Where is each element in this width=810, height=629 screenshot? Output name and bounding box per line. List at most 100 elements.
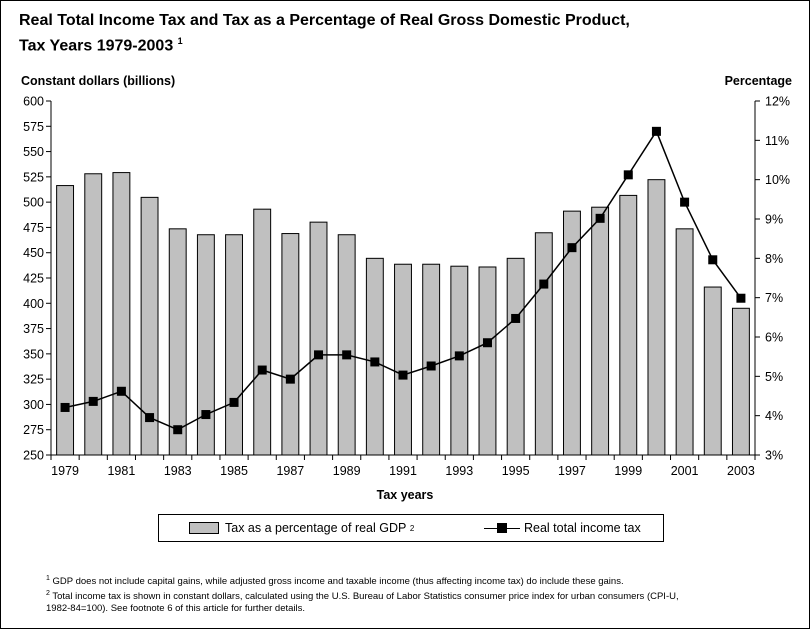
right-tick-label-12: 12% (765, 95, 790, 109)
line-point-1981 (116, 386, 126, 396)
footnote-2: 2 Total income tax is shown in constant … (46, 588, 786, 615)
right-tick-label-10: 10% (765, 173, 790, 187)
x-tick-label-1981: 1981 (107, 464, 135, 478)
left-axis-title: Constant dollars (billions) (21, 74, 176, 88)
footnote-1: 1 GDP does not include capital gains, wh… (46, 573, 786, 588)
line-point-1989 (342, 350, 352, 360)
bar-1994 (478, 266, 497, 456)
line-point-1980 (88, 396, 98, 406)
bar-1992 (422, 263, 441, 456)
x-axis-title: Tax years (0, 488, 810, 502)
x-tick-label-1979: 1979 (51, 464, 79, 478)
left-tick-label-350: 350 (23, 347, 44, 361)
line-point-2001 (680, 197, 690, 207)
right-tick-label-3: 3% (765, 449, 783, 463)
left-tick-label-575: 575 (23, 120, 44, 134)
right-tick-label-8: 8% (765, 252, 783, 266)
left-tick-label-300: 300 (23, 398, 44, 412)
line-point-1982 (145, 413, 155, 423)
x-tick-label-1987: 1987 (276, 464, 304, 478)
line-point-2003 (736, 293, 746, 303)
left-tick-label-275: 275 (23, 423, 44, 437)
x-tick-label-1989: 1989 (333, 464, 361, 478)
x-tick-label-1997: 1997 (558, 464, 586, 478)
footnote-1-text: GDP does not include capital gains, whil… (52, 576, 624, 588)
left-tick-label-325: 325 (23, 373, 44, 387)
legend-bar-swatch (189, 522, 219, 534)
bar-1996 (534, 232, 553, 456)
bar-2001 (675, 228, 694, 456)
right-tick-label-4: 4% (765, 409, 783, 423)
title-note-marker: 1 (177, 36, 183, 46)
line-point-1996 (539, 279, 549, 289)
bar-2000 (647, 179, 666, 456)
line-point-1991 (398, 370, 408, 380)
bar-1999 (619, 194, 638, 456)
line-point-1992 (426, 361, 436, 371)
right-axis-title: Percentage (724, 74, 792, 88)
left-tick-label-475: 475 (23, 221, 44, 235)
line-point-1986 (257, 365, 267, 375)
legend-line-swatch (484, 522, 520, 534)
right-tick-label-11: 11% (765, 134, 789, 148)
line-point-1987 (285, 374, 295, 384)
line-point-1994 (482, 338, 492, 348)
left-tick-label-550: 550 (23, 145, 44, 159)
x-tick-label-2003: 2003 (727, 464, 755, 478)
bar-1998 (591, 206, 610, 456)
bar-2002 (703, 286, 722, 456)
bar-1985 (225, 234, 243, 456)
bar-1988 (309, 221, 328, 456)
x-tick-label-1999: 1999 (614, 464, 642, 478)
bar-1981 (112, 172, 131, 456)
bar-1984 (196, 234, 215, 456)
bar-1979 (56, 185, 75, 456)
line-point-1988 (314, 350, 324, 360)
x-tick-label-1995: 1995 (502, 464, 530, 478)
x-tick-label-1993: 1993 (445, 464, 473, 478)
footnote-2-marker: 2 (46, 590, 50, 597)
title-line-1: Real Total Income Tax and Tax as a Perce… (19, 12, 630, 29)
bar-1989 (337, 234, 356, 456)
left-tick-label-500: 500 (23, 196, 44, 210)
right-tick-label-9: 9% (765, 213, 783, 227)
legend-line-label: Real total income tax (524, 521, 641, 535)
left-tick-label-250: 250 (23, 449, 44, 463)
footnote-1-marker: 1 (46, 575, 50, 582)
line-point-1993 (454, 351, 464, 361)
legend-item-bar: Tax as a percentage of real GDP 2 (189, 521, 414, 535)
legend: Tax as a percentage of real GDP 2 Real t… (158, 514, 664, 542)
bar-1987 (281, 233, 300, 456)
chart-canvas: 600 575 550 525 500 475 450 425 400 375 350 325 300 2… (23, 95, 790, 479)
legend-bar-label: Tax as a percentage of real GDP (225, 521, 407, 535)
bar-1991 (394, 263, 412, 456)
line-point-1983 (173, 425, 183, 435)
x-tick-label-1983: 1983 (164, 464, 192, 478)
title-line-2: Tax Years 1979-2003 1 (19, 31, 630, 56)
bar-1980 (84, 173, 103, 456)
left-tick-label-525: 525 (23, 170, 44, 184)
footnote-2-text-line2: 1982-84=100). See footnote 6 of this art… (46, 603, 306, 615)
x-tick-label-1985: 1985 (220, 464, 248, 478)
chart-title: Real Total Income Tax and Tax as a Perce… (19, 10, 630, 56)
bar-1990 (365, 257, 384, 456)
left-tick-label-400: 400 (23, 297, 44, 311)
line-point-2002 (708, 255, 718, 265)
right-tick-label-5: 5% (765, 370, 783, 384)
left-tick-label-425: 425 (23, 272, 44, 286)
bar-1993 (450, 265, 469, 456)
bar-2003 (731, 307, 750, 456)
footnote-2-text-line1: Total income tax is shown in constant do… (52, 591, 679, 603)
left-tick-label-450: 450 (23, 246, 44, 260)
bar-1983 (168, 228, 187, 456)
x-tick-label-1991: 1991 (389, 464, 417, 478)
line-point-1979 (60, 402, 70, 412)
line-point-1998 (595, 213, 605, 223)
line-point-1999 (623, 170, 633, 180)
legend-item-line: Real total income tax (484, 521, 641, 535)
line-point-1985 (229, 397, 239, 407)
line-point-1995 (511, 313, 521, 323)
line-point-1990 (370, 357, 380, 367)
right-tick-label-7: 7% (765, 291, 783, 305)
bar-1986 (253, 208, 272, 456)
